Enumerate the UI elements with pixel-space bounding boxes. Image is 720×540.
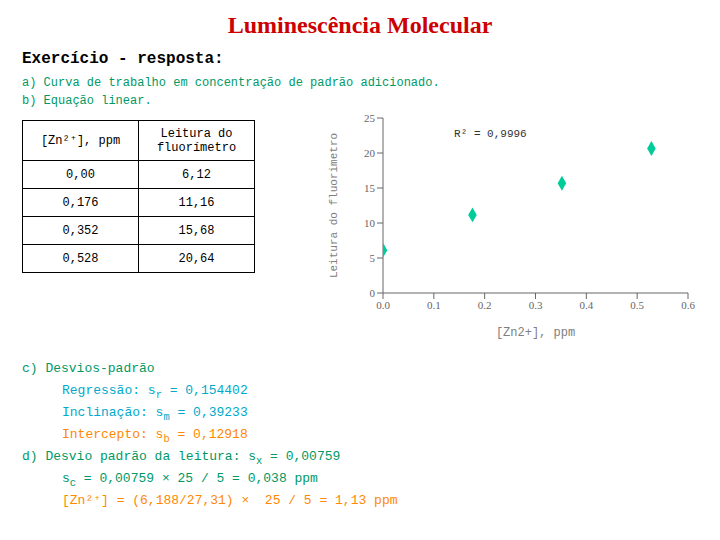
html-text:Exercício - resposta:: Exercício - resposta: [22,50,224,68]
svg-text:20: 20 [364,147,376,159]
svg-text:0.1: 0.1 [427,299,441,311]
html-text:d) Desvio padrão da leitura: s: d) Desvio padrão da leitura: sx= 0,00759 [22,449,341,467]
svg-text:5: 5 [370,252,376,264]
html-text:Regressão: sr= 0,154402: Regressão: sr= 0,154402 [62,383,248,401]
svg-text:0.2: 0.2 [478,299,492,311]
html-text:[Zn²⁺], ppm: [Zn²⁺], ppm [40,134,121,148]
svg-text:0: 0 [370,287,376,299]
html-text:20,64: 20,64 [178,251,215,266]
html-text:c) Desvios-padrão: c) Desvios-padrão [22,361,155,376]
svg-text:Leitura do fluorimetro: Leitura do fluorimetro [328,133,340,278]
html-text:0,00: 0,00 [66,167,95,182]
html-text:11,16: 11,16 [178,195,215,210]
html-text:a) Curva de trabalho em concen: a) Curva de trabalho em concentração de … [22,76,440,90]
html-text:0,176: 0,176 [62,195,99,210]
html-text:0,352: 0,352 [62,223,99,238]
html-text:15,68: 15,68 [178,223,215,238]
svg-text:0.5: 0.5 [630,299,644,311]
html-text:Luminescência Molecular: Luminescência Molecular [227,12,493,38]
html-text:Intercepto: sb= 0,12918: Intercepto: sb= 0,12918 [62,427,248,445]
svg-text:0.0: 0.0 [376,299,390,311]
svg-text:0.4: 0.4 [579,299,593,311]
svg-text:0.3: 0.3 [529,299,543,311]
html-text:0,528: 0,528 [62,251,99,266]
html-text:Inclinação: sm= 0,39233: Inclinação: sm= 0,39233 [62,405,248,423]
svg-text:[Zn2+], ppm: [Zn2+], ppm [496,326,575,340]
svg-text:25: 25 [364,112,376,124]
html-text:[Zn²⁺] = (6,188/27,31) × 25 /: [Zn²⁺] = (6,188/27,31) × 25 / 5 = 1,13 p… [62,493,398,508]
html-text:b) Equação linear.: b) Equação linear. [22,94,152,108]
svg-text:R² = 0,9996: R² = 0,9996 [454,128,527,140]
svg-text:10: 10 [364,217,376,229]
html-text:Leitura do fluorímetro: Leitura do fluorímetro [156,126,237,155]
svg-text:15: 15 [364,182,376,194]
html-text:6,12: 6,12 [182,167,211,182]
html-text:sc= 0,00759 × 25 / 5 = 0,038 p: sc= 0,00759 × 25 / 5 = 0,038 ppm [62,471,318,489]
svg-text:0.6: 0.6 [681,299,695,311]
